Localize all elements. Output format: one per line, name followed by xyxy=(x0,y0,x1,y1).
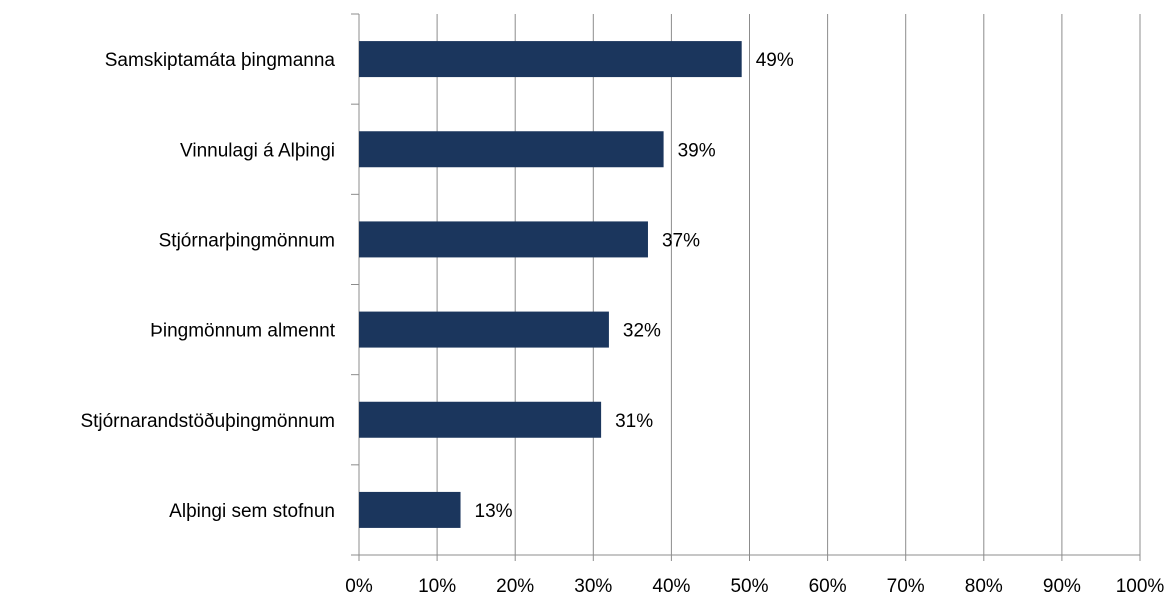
x-tick-label: 20% xyxy=(496,576,534,597)
bar xyxy=(359,221,648,258)
y-tick-label: Þingmönnum almennt xyxy=(150,321,336,342)
x-tick-label: 70% xyxy=(887,576,925,597)
x-tick-label: 30% xyxy=(574,576,612,597)
y-tick-label: Stjórnarandstöðuþingmönnum xyxy=(80,411,335,432)
gridlines xyxy=(436,14,1141,561)
data-label: 13% xyxy=(475,501,513,522)
y-tick-label: Samskiptamáta þingmanna xyxy=(105,50,336,71)
bar xyxy=(359,41,742,78)
x-tick-label: 50% xyxy=(730,576,768,597)
y-tick-label: Stjórnarþingmönnum xyxy=(159,230,335,251)
x-tick-label: 80% xyxy=(965,576,1003,597)
x-tick-label: 90% xyxy=(1043,576,1081,597)
data-label: 32% xyxy=(623,321,661,342)
bar xyxy=(359,311,609,348)
x-tick-label: 10% xyxy=(418,576,456,597)
y-tick-label: Alþingi sem stofnun xyxy=(169,501,335,522)
data-label: 39% xyxy=(678,140,716,161)
bars xyxy=(359,41,742,528)
bar xyxy=(359,401,602,438)
x-tick-label: 60% xyxy=(809,576,847,597)
labels: 0% 10% 20% 30% 40% 50% 60% 70% 80% 90% 100% Samskip… xyxy=(80,50,1164,597)
x-tick-label: 0% xyxy=(345,576,373,597)
y-tick-label: Vinnulagi á Alþingi xyxy=(180,140,335,161)
axes xyxy=(351,13,1140,561)
x-tick-label: 40% xyxy=(652,576,690,597)
data-label: 37% xyxy=(662,230,700,251)
bar xyxy=(359,491,461,528)
bar xyxy=(359,131,664,168)
x-tick-label: 100% xyxy=(1116,576,1165,597)
data-label: 31% xyxy=(615,411,653,432)
data-label: 49% xyxy=(756,50,794,71)
